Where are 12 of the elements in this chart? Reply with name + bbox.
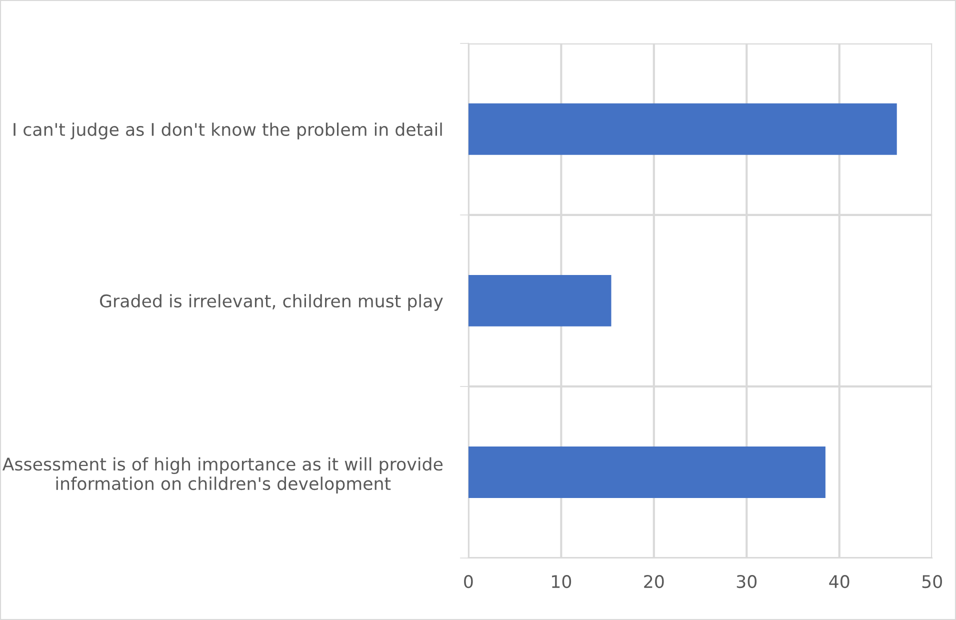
x-tick-label: 50 [922,574,942,588]
x-tick-label: 0 [464,574,473,588]
y-tick-label: Graded is irrelevant, children must play [100,294,443,311]
bar [468,446,826,498]
y-tick-label: I can't judge as I don't know the problem in detail [14,122,442,140]
y-tick-label: Assessment is of high importance as it will provide information on children's development [2,457,443,494]
bar [468,274,612,326]
bar [468,103,897,155]
x-tick-label: 30 [736,574,757,588]
x-tick-label: 20 [644,574,664,588]
x-tick-label: 10 [552,574,572,588]
x-tick-label: 40 [829,574,850,588]
